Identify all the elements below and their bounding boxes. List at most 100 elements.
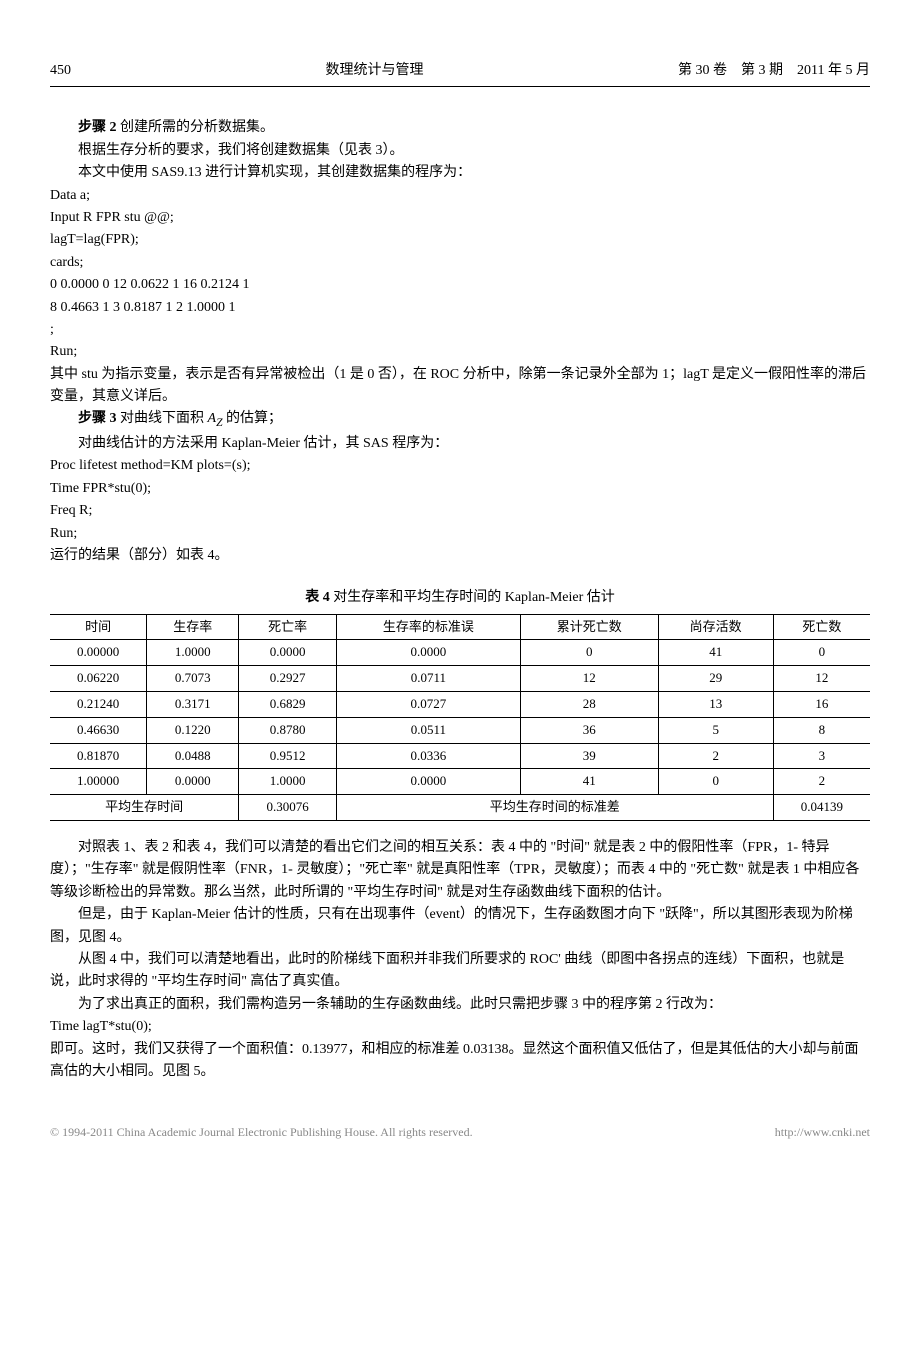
table-cell: 0.46630 (50, 717, 147, 743)
step3-title: 步骤 3 (78, 411, 117, 426)
code-line: Freq R; (50, 500, 870, 522)
table-cell: 16 (773, 692, 870, 718)
table-header: 累计死亡数 (520, 614, 658, 640)
table-cell: 12 (773, 666, 870, 692)
table-cell: 0.0511 (336, 717, 520, 743)
table-header: 死亡率 (239, 614, 337, 640)
table-header: 死亡数 (773, 614, 870, 640)
copyright-text: © 1994-2011 China Academic Journal Elect… (50, 1123, 473, 1142)
step2-desc: 创建所需的分析数据集。 (120, 120, 274, 135)
table-footer-label2: 平均生存时间的标准差 (336, 795, 773, 821)
table-cell: 0.0711 (336, 666, 520, 692)
issue-info: 第 30 卷 第 3 期 2011 年 5 月 (678, 60, 870, 82)
table4-caption: 表 4 对生存率和平均生存时间的 Kaplan-Meier 估计 (50, 587, 870, 609)
table-cell: 2 (658, 743, 773, 769)
table-cell: 0.0727 (336, 692, 520, 718)
discussion-p4: 为了求出真正的面积，我们需构造另一条辅助的生存函数曲线。此时只需把步骤 3 中的… (50, 994, 870, 1016)
table-cell: 0.1220 (147, 717, 239, 743)
body-content: 步骤 2 创建所需的分析数据集。 根据生存分析的要求，我们将创建数据集（见表 3… (50, 117, 870, 1083)
table-cell: 0.6829 (239, 692, 337, 718)
code-block-2: Proc lifetest method=KM plots=(s); Time … (50, 455, 870, 545)
table-cell: 0.81870 (50, 743, 147, 769)
table-cell: 0.00000 (50, 640, 147, 666)
table-cell: 2 (773, 769, 870, 795)
table-cell: 0.21240 (50, 692, 147, 718)
code-line: Data a; (50, 185, 870, 207)
table-cell: 0 (658, 769, 773, 795)
table-cell: 13 (658, 692, 773, 718)
table-footer-val2: 0.04139 (773, 795, 870, 821)
table-cell: 29 (658, 666, 773, 692)
table-cell: 1.00000 (50, 769, 147, 795)
table-header: 生存率的标准误 (336, 614, 520, 640)
table-cell: 0 (773, 640, 870, 666)
page-number: 450 (50, 60, 71, 82)
discussion-p1: 对照表 1、表 2 和表 4，我们可以清楚的看出它们之间的相互关系：表 4 中的… (50, 837, 870, 904)
code-line: cards; (50, 252, 870, 274)
after-code1-p1: 其中 stu 为指示变量，表示是否有异常被检出（1 是 0 否），在 ROC 分… (50, 364, 870, 409)
table-cell: 0.0336 (336, 743, 520, 769)
table-cell: 1.0000 (239, 769, 337, 795)
table-cell: 41 (520, 769, 658, 795)
code-block-1: Data a; Input R FPR stu @@; lagT=lag(FPR… (50, 185, 870, 364)
table-header-row: 时间 生存率 死亡率 生存率的标准误 累计死亡数 尚存活数 死亡数 (50, 614, 870, 640)
table-row: 0.466300.12200.87800.05113658 (50, 717, 870, 743)
table-cell: 8 (773, 717, 870, 743)
page-footer: © 1994-2011 China Academic Journal Elect… (50, 1123, 870, 1142)
journal-name: 数理统计与管理 (326, 60, 424, 82)
table-cell: 28 (520, 692, 658, 718)
step2-p1: 根据生存分析的要求，我们将创建数据集（见表 3）。 (50, 140, 870, 162)
table-row: 0.818700.04880.95120.03363923 (50, 743, 870, 769)
table-cell: 12 (520, 666, 658, 692)
page-header: 450 数理统计与管理 第 30 卷 第 3 期 2011 年 5 月 (50, 60, 870, 87)
table-cell: 39 (520, 743, 658, 769)
step2-title-line: 步骤 2 创建所需的分析数据集。 (50, 117, 870, 139)
table-cell: 0.0000 (147, 769, 239, 795)
table-header: 时间 (50, 614, 147, 640)
footer-url: http://www.cnki.net (775, 1123, 870, 1142)
table-cell: 0.0488 (147, 743, 239, 769)
code-line: Run; (50, 523, 870, 545)
table4-caption-rest: 对生存率和平均生存时间的 Kaplan-Meier 估计 (333, 590, 615, 605)
discussion-p2: 但是，由于 Kaplan-Meier 估计的性质，只有在出现事件（event）的… (50, 904, 870, 949)
table-cell: 0.0000 (239, 640, 337, 666)
table-cell: 0.8780 (239, 717, 337, 743)
step3-desc-pre: 对曲线下面积 (120, 411, 208, 426)
table-footer-row: 平均生存时间 0.30076 平均生存时间的标准差 0.04139 (50, 795, 870, 821)
step3-desc-post: 的估算； (223, 411, 283, 426)
step2-p2: 本文中使用 SAS9.13 进行计算机实现，其创建数据集的程序为： (50, 162, 870, 184)
step3-p1: 对曲线估计的方法采用 Kaplan-Meier 估计，其 SAS 程序为： (50, 433, 870, 455)
table-cell: 0.2927 (239, 666, 337, 692)
code-line: 8 0.4663 1 3 0.8187 1 2 1.0000 1 (50, 297, 870, 319)
table-header: 生存率 (147, 614, 239, 640)
code-line: Proc lifetest method=KM plots=(s); (50, 455, 870, 477)
table-row: 0.000001.00000.00000.00000410 (50, 640, 870, 666)
code-line: ; (50, 319, 870, 341)
code-line: lagT=lag(FPR); (50, 229, 870, 251)
table-header: 尚存活数 (658, 614, 773, 640)
code-line: Time lagT*stu(0); (50, 1016, 870, 1038)
step2-title: 步骤 2 (78, 120, 117, 135)
table4-caption-bold: 表 4 (305, 590, 330, 605)
table-cell: 0.0000 (336, 640, 520, 666)
table-cell: 0.9512 (239, 743, 337, 769)
discussion-p3: 从图 4 中，我们可以清楚地看出，此时的阶梯线下面积并非我们所要求的 ROC' … (50, 949, 870, 994)
table-cell: 3 (773, 743, 870, 769)
step3-var: AZ (208, 411, 223, 426)
table-footer-label1: 平均生存时间 (50, 795, 239, 821)
code-line: 0 0.0000 0 12 0.0622 1 16 0.2124 1 (50, 274, 870, 296)
table-cell: 1.0000 (147, 640, 239, 666)
code-line: Time FPR*stu(0); (50, 478, 870, 500)
after-code2-p1: 运行的结果（部分）如表 4。 (50, 545, 870, 567)
table-row: 1.000000.00001.00000.00004102 (50, 769, 870, 795)
code-line: Run; (50, 341, 870, 363)
table-cell: 36 (520, 717, 658, 743)
table-cell: 5 (658, 717, 773, 743)
table-cell: 0.3171 (147, 692, 239, 718)
table-row: 0.212400.31710.68290.0727281316 (50, 692, 870, 718)
after-code3-p1: 即可。这时，我们又获得了一个面积值：0.13977，和相应的标准差 0.0313… (50, 1039, 870, 1084)
table-cell: 0 (520, 640, 658, 666)
table-cell: 0.06220 (50, 666, 147, 692)
table-cell: 0.0000 (336, 769, 520, 795)
code-block-3: Time lagT*stu(0); (50, 1016, 870, 1038)
